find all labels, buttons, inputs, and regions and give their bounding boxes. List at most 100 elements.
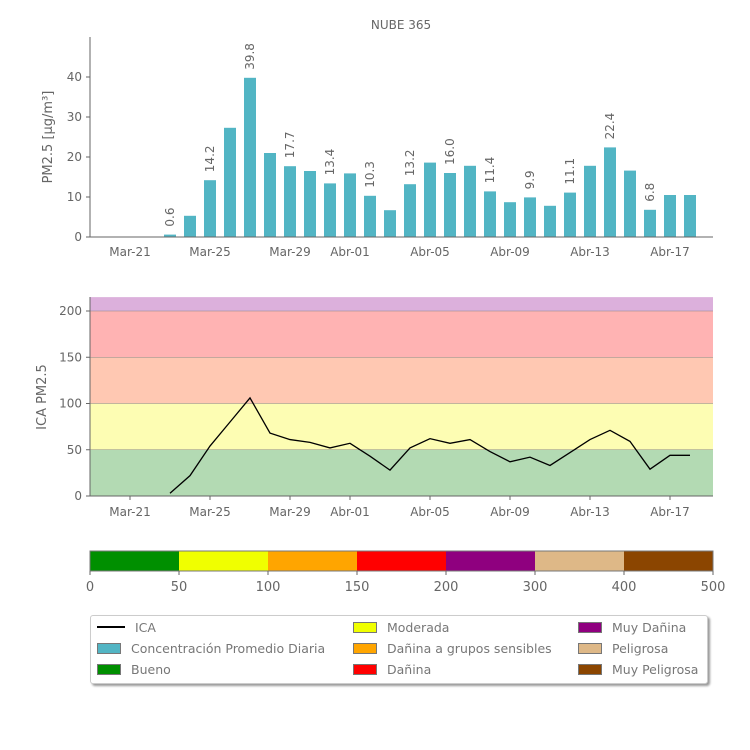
legend-item-bueno: Bueno	[97, 659, 171, 679]
ica-line	[169, 396, 690, 494]
swatch	[578, 642, 602, 654]
colorbar-segment	[268, 551, 357, 571]
colorbar-tick-label: 300	[523, 580, 548, 595]
legend-item-muy-peligrosa: Muy Peligrosa	[578, 659, 698, 679]
y-tick-label: 100	[59, 397, 82, 411]
bar	[184, 215, 196, 237]
colorbar-tick-label: 400	[612, 580, 637, 595]
legend-label: Concentración Promedio Diaria	[131, 640, 326, 656]
legend-label: Bueno	[131, 661, 171, 677]
legend-label: ICA	[135, 619, 156, 635]
colorbar-segment	[357, 551, 446, 571]
legend-label: Moderada	[387, 619, 450, 635]
colorbar-tick-label: 150	[345, 580, 370, 595]
y-tick-label: 0	[74, 489, 82, 503]
bar	[444, 173, 456, 237]
x-tick-label: Mar-29	[269, 505, 310, 519]
bar	[544, 205, 556, 237]
colorbar-segment	[446, 551, 535, 571]
colorbar-segment	[535, 551, 624, 571]
bar-value-label: 9.9	[523, 170, 537, 189]
colorbar-segment	[624, 551, 713, 571]
bar	[624, 170, 636, 237]
bar	[244, 77, 256, 237]
colorbar-segment	[90, 551, 179, 571]
colorbar-tick-label: 500	[701, 580, 726, 595]
bar	[264, 153, 276, 237]
swatch	[353, 663, 377, 675]
bar-value-label: 13.2	[403, 149, 417, 176]
legend-item-moderada: Moderada	[353, 617, 449, 637]
y-tick-label: 10	[67, 190, 82, 204]
bar	[584, 165, 596, 237]
x-tick-label: Mar-21	[109, 505, 150, 519]
x-tick-label: Mar-21	[109, 245, 150, 259]
swatch	[353, 642, 377, 654]
x-tick-label: Abr-01	[330, 505, 370, 519]
aqi-band	[90, 357, 713, 404]
swatch	[97, 642, 121, 654]
aqi-band	[90, 297, 713, 311]
x-tick-label: Mar-29	[269, 245, 310, 259]
swatch	[97, 663, 121, 675]
legend-label: Muy Dañina	[612, 619, 687, 635]
bar-value-label: 16.0	[443, 138, 457, 165]
colorbar-tick-label: 200	[434, 580, 459, 595]
bar	[464, 165, 476, 237]
bar	[324, 183, 336, 237]
x-tick-label: Abr-09	[490, 505, 530, 519]
bar	[664, 195, 676, 237]
colorbar-segment	[179, 551, 268, 571]
x-tick-label: Abr-01	[330, 245, 370, 259]
aqi-band	[90, 311, 713, 358]
bar-value-label: 11.4	[483, 157, 497, 184]
colorbar-tick-label: 100	[256, 580, 281, 595]
aqi-band	[90, 403, 713, 450]
chart-title: NUBE 365	[371, 18, 431, 32]
x-tick-label: Mar-25	[189, 245, 230, 259]
bar-value-label: 0.6	[163, 208, 177, 227]
bar	[684, 195, 696, 237]
bar-value-label: 10.3	[363, 161, 377, 188]
y-tick-label: 150	[59, 350, 82, 364]
legend-label: Dañina a grupos sensibles	[387, 640, 552, 656]
bar	[224, 127, 236, 237]
bar	[304, 171, 316, 237]
bar	[504, 202, 516, 237]
x-tick-label: Abr-05	[410, 245, 450, 259]
y-tick-label: 0	[74, 230, 82, 244]
x-tick-label: Abr-17	[650, 245, 690, 259]
legend-item-muy-danina: Muy Dañina	[578, 617, 686, 637]
bar	[564, 192, 576, 237]
colorbar-tick-label: 0	[86, 580, 94, 595]
x-tick-label: Abr-05	[410, 505, 450, 519]
bar-value-label: 14.2	[203, 145, 217, 172]
legend-label: Peligrosa	[612, 640, 669, 656]
bar-value-label: 11.1	[563, 158, 577, 185]
y-tick-label: 50	[67, 443, 82, 457]
legend-label: Muy Peligrosa	[612, 661, 699, 677]
x-tick-label: Abr-13	[570, 245, 610, 259]
bar	[524, 197, 536, 237]
legend-item-ica: ICA	[97, 617, 156, 637]
y-axis-label: PM2.5 [μg/m³]	[41, 91, 56, 184]
bar	[384, 210, 396, 237]
legend-item-peligrosa: Peligrosa	[578, 638, 668, 658]
y-tick-label: 30	[67, 110, 82, 124]
y-axis-label: ICA PM2.5	[35, 364, 50, 430]
bar	[364, 195, 376, 237]
x-tick-label: Abr-17	[650, 505, 690, 519]
swatch	[353, 621, 377, 633]
y-tick-label: 40	[67, 70, 82, 84]
bar	[604, 147, 616, 237]
bar-value-label: 39.8	[243, 43, 257, 70]
bar-value-label: 17.7	[283, 131, 297, 158]
legend-label: Dañina	[387, 661, 432, 677]
bar	[644, 209, 656, 237]
bar-value-label: 13.4	[323, 149, 337, 176]
swatch	[578, 663, 602, 675]
colorbar-border	[89, 550, 714, 572]
bar-value-label: 6.8	[643, 183, 657, 202]
legend-item-concentracion: Concentración Promedio Diaria	[97, 638, 325, 658]
